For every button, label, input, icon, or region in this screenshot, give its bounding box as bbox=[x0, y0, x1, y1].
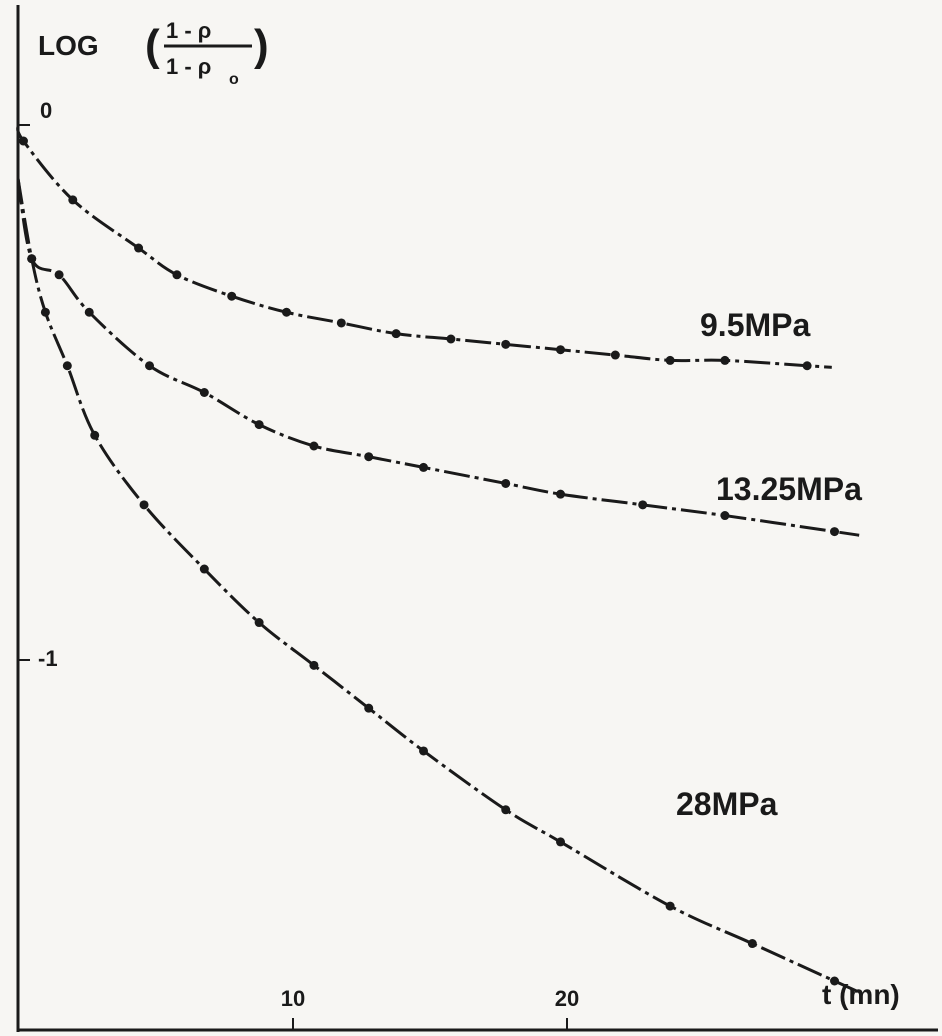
data-point-13-25mpa-10 bbox=[556, 489, 566, 499]
data-point-28mpa-0 bbox=[27, 254, 37, 264]
data-point-13-25mpa-1 bbox=[54, 270, 64, 280]
data-point-9-5mpa-8 bbox=[446, 334, 456, 344]
y-tick-label-1: -1 bbox=[38, 646, 58, 671]
data-point-28mpa-9 bbox=[419, 746, 429, 756]
data-point-28mpa-7 bbox=[309, 660, 319, 670]
data-point-9-5mpa-14 bbox=[802, 361, 812, 371]
data-point-9-5mpa-13 bbox=[720, 355, 730, 365]
data-point-28mpa-12 bbox=[665, 901, 675, 911]
data-point-28mpa-14 bbox=[830, 976, 840, 986]
y-axis-label-denominator: 1 - ρ bbox=[166, 54, 211, 79]
data-point-28mpa-10 bbox=[501, 805, 511, 815]
data-point-28mpa-6 bbox=[254, 618, 264, 628]
x-tick-label-20: 20 bbox=[555, 986, 579, 1011]
data-point-13-25mpa-12 bbox=[720, 511, 730, 521]
data-point-9-5mpa-7 bbox=[391, 329, 401, 339]
data-point-13-25mpa-5 bbox=[254, 420, 264, 430]
data-point-28mpa-13 bbox=[747, 939, 757, 949]
data-point-28mpa-3 bbox=[90, 430, 100, 440]
data-point-9-5mpa-6 bbox=[336, 318, 346, 328]
data-point-28mpa-11 bbox=[556, 837, 566, 847]
data-point-13-25mpa-8 bbox=[419, 462, 429, 472]
y-axis-label-numerator: 1 - ρ bbox=[166, 18, 211, 43]
data-point-9-5mpa-11 bbox=[610, 350, 620, 360]
data-point-9-5mpa-1 bbox=[68, 195, 78, 205]
data-point-13-25mpa-11 bbox=[638, 500, 648, 510]
y-axis-label-prefix: LOG bbox=[38, 30, 99, 61]
data-point-13-25mpa-7 bbox=[364, 452, 374, 462]
data-point-13-25mpa-6 bbox=[309, 441, 319, 451]
data-point-9-5mpa-4 bbox=[227, 291, 237, 301]
series-9-5mpa bbox=[16, 124, 832, 371]
data-point-28mpa-8 bbox=[364, 703, 374, 713]
data-point-13-25mpa-4 bbox=[199, 388, 209, 397]
series-line-28mpa bbox=[16, 178, 860, 994]
data-point-28mpa-2 bbox=[62, 361, 72, 371]
y-axis-label-open-paren: ( bbox=[145, 21, 160, 70]
data-point-9-5mpa-5 bbox=[282, 307, 292, 317]
series-28mpa bbox=[16, 178, 860, 994]
series-label-9-5mpa: 9.5MPa bbox=[700, 307, 810, 343]
y-axis-label: LOG ( 1 - ρ 1 - ρ o ) bbox=[38, 18, 269, 88]
series-label-28mpa: 28MPa bbox=[676, 786, 778, 822]
x-tick-label-10: 10 bbox=[281, 986, 305, 1011]
data-point-13-25mpa-9 bbox=[501, 478, 511, 488]
series-line-13-25mpa bbox=[16, 178, 860, 537]
data-point-9-5mpa-0 bbox=[18, 136, 28, 146]
data-point-13-25mpa-2 bbox=[84, 307, 94, 317]
data-point-28mpa-4 bbox=[139, 500, 149, 510]
data-point-9-5mpa-2 bbox=[134, 243, 144, 253]
series-label-13-25mpa: 13.25MPa bbox=[716, 471, 862, 507]
data-point-9-5mpa-12 bbox=[665, 355, 675, 365]
data-point-9-5mpa-10 bbox=[556, 345, 566, 355]
data-point-28mpa-1 bbox=[40, 307, 50, 317]
y-tick-label-0: 0 bbox=[40, 98, 52, 123]
data-point-9-5mpa-9 bbox=[501, 339, 511, 349]
data-point-13-25mpa-13 bbox=[830, 527, 840, 537]
data-point-9-5mpa-3 bbox=[172, 270, 182, 280]
y-axis-label-subscript: o bbox=[229, 71, 239, 88]
data-point-28mpa-5 bbox=[199, 564, 209, 574]
y-axis-label-close-paren: ) bbox=[254, 21, 269, 70]
data-point-13-25mpa-3 bbox=[145, 361, 155, 371]
